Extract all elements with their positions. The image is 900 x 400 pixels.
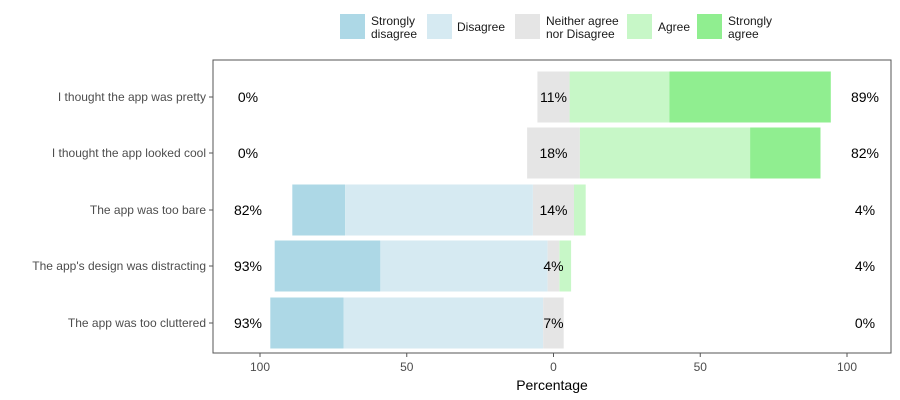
bar-strongly-disagree-5 <box>270 297 344 349</box>
legend-label-strongly-agree: Strongly agree <box>728 14 772 41</box>
left-percent-label: 0% <box>238 89 258 105</box>
category-label: The app was too cluttered <box>68 316 206 330</box>
bar-strongly-agree-1 <box>669 71 831 123</box>
legend-key-agree <box>627 14 652 39</box>
bar-neutral-2 <box>527 127 580 179</box>
bar-disagree-4 <box>380 240 548 292</box>
legend-label-agree: Agree <box>658 20 690 34</box>
x-axis: 100 50 0 50 100 <box>250 353 857 374</box>
legend-key-strongly-disagree <box>340 14 365 39</box>
center-percent-label: 4% <box>543 258 563 274</box>
bar-neutral-3 <box>533 184 575 236</box>
left-percent-label: 82% <box>234 202 262 218</box>
x-tick-label: 50 <box>400 360 414 374</box>
right-percent-label: 82% <box>851 145 879 161</box>
bar-agree-1 <box>569 71 670 123</box>
legend-key-neutral <box>515 14 540 39</box>
legend-label-neutral: Neither agree nor Disagree <box>546 14 619 41</box>
right-percent-label: 0% <box>855 315 875 331</box>
legend: Strongly disagree Disagree Neither agree nor… <box>340 14 772 41</box>
left-percent-label: 93% <box>234 315 262 331</box>
center-percent-label: 7% <box>543 315 563 331</box>
bar-neutral-5 <box>543 297 564 349</box>
bar-strongly-disagree-3 <box>292 184 346 236</box>
category-label: I thought the app looked cool <box>52 146 206 160</box>
center-percent-label: 14% <box>539 202 567 218</box>
bar-neutral-1 <box>537 71 570 123</box>
x-tick-label: 100 <box>250 360 270 374</box>
category-label: The app's design was distracting <box>32 259 206 273</box>
percent-labels: 0% 11% 89% 0% 18% 82% 82% 14% 4% 93% 4% 4% 93% 7% 0% <box>234 89 879 331</box>
x-tick-label: 0 <box>550 360 557 374</box>
category-label: I thought the app was pretty <box>58 90 206 104</box>
bar-disagree-5 <box>343 297 544 349</box>
bar-strongly-agree-2 <box>750 127 821 179</box>
bar-agree-4 <box>559 240 572 292</box>
left-percent-label: 93% <box>234 258 262 274</box>
category-labels: I thought the app was pretty I thought th… <box>32 90 213 330</box>
legend-label-strongly-disagree: Strongly disagree <box>371 14 417 41</box>
bar-disagree-3 <box>345 184 533 236</box>
bars <box>270 71 831 349</box>
center-percent-label: 18% <box>539 145 567 161</box>
bar-strongly-disagree-4 <box>274 240 381 292</box>
x-tick-label: 50 <box>694 360 708 374</box>
center-percent-label: 11% <box>540 89 567 105</box>
right-percent-label: 4% <box>855 202 875 218</box>
right-percent-label: 89% <box>851 89 879 105</box>
legend-label-disagree: Disagree <box>457 20 505 34</box>
category-label: The app was too bare <box>90 203 206 217</box>
right-percent-label: 4% <box>855 258 875 274</box>
legend-key-disagree <box>427 14 452 39</box>
x-tick-label: 100 <box>837 360 857 374</box>
x-axis-title: Percentage <box>516 377 588 393</box>
bar-neutral-4 <box>547 240 560 292</box>
bar-agree-3 <box>574 184 586 236</box>
left-percent-label: 0% <box>238 145 258 161</box>
bar-agree-2 <box>579 127 751 179</box>
legend-key-strongly-agree <box>697 14 722 39</box>
